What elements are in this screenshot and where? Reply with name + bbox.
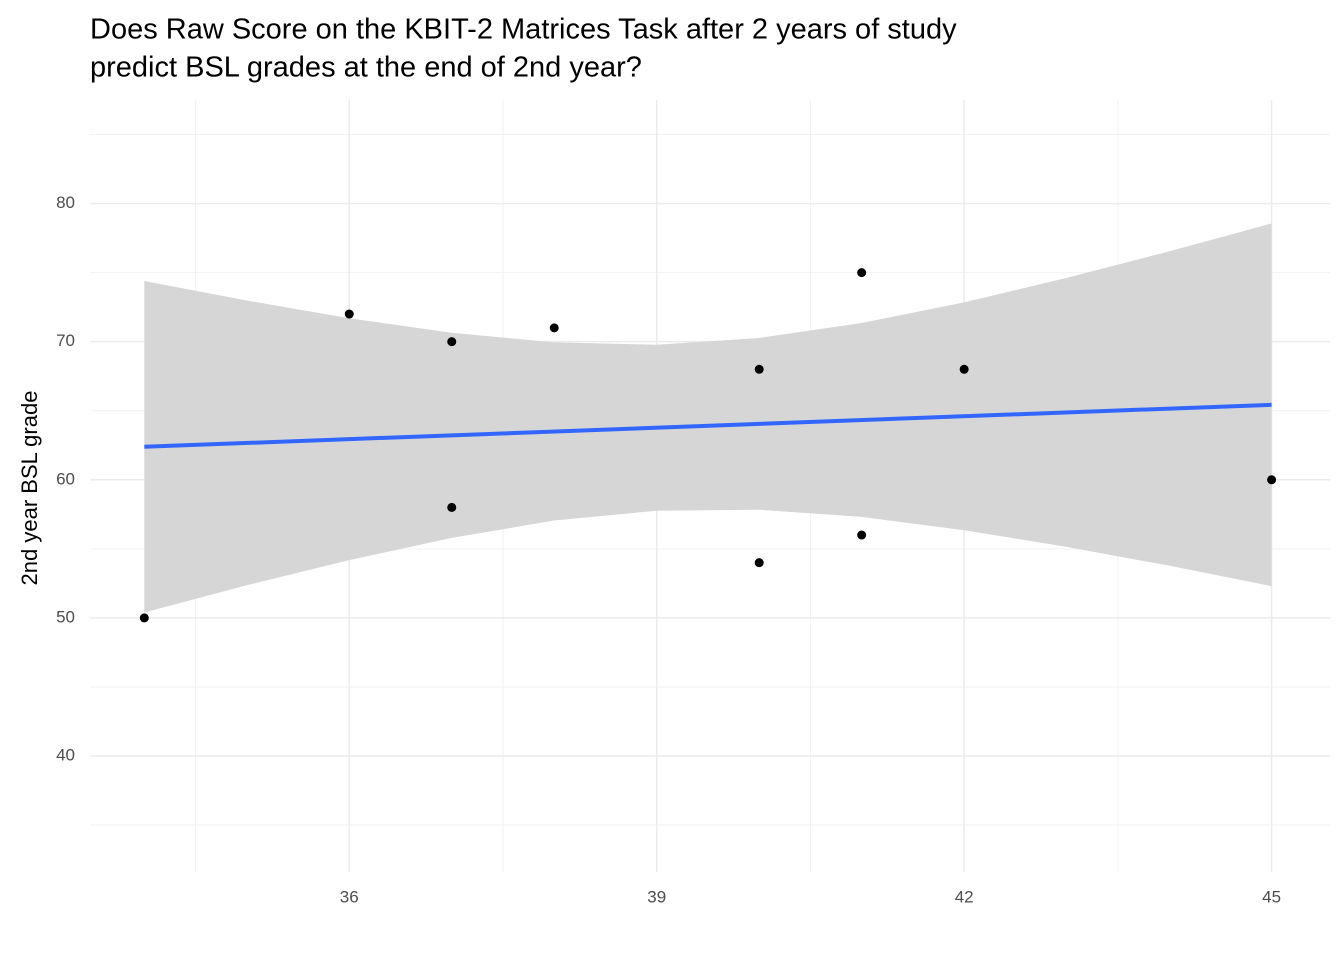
data-point: [857, 268, 867, 278]
x-tick-label: 36: [340, 887, 359, 906]
data-point: [754, 364, 764, 374]
data-point: [959, 364, 969, 374]
data-point: [139, 613, 149, 623]
data-point: [857, 530, 867, 540]
x-tick-label: 42: [955, 887, 974, 906]
data-point: [754, 558, 764, 568]
data-point: [447, 502, 457, 512]
y-axis-label: 2nd year BSL grade: [17, 391, 42, 586]
data-point: [549, 323, 559, 333]
data-point: [344, 309, 354, 319]
chart-title: predict BSL grades at the end of 2nd yea…: [90, 52, 642, 84]
data-point: [1267, 475, 1277, 485]
data-point: [447, 337, 457, 347]
fit-line: [144, 402, 1272, 449]
chart-title: Does Raw Score on the KBIT-2 Matrices Ta…: [90, 14, 957, 46]
y-tick-label: 60: [56, 469, 75, 488]
x-tick-label: 39: [647, 887, 666, 906]
confidence-band: [144, 223, 1272, 613]
y-tick-label: 50: [56, 607, 75, 626]
x-tick-label: 45: [1262, 887, 1281, 906]
y-tick-label: 40: [56, 745, 75, 764]
y-tick-label: 80: [56, 193, 75, 212]
y-tick-label: 70: [56, 331, 75, 350]
